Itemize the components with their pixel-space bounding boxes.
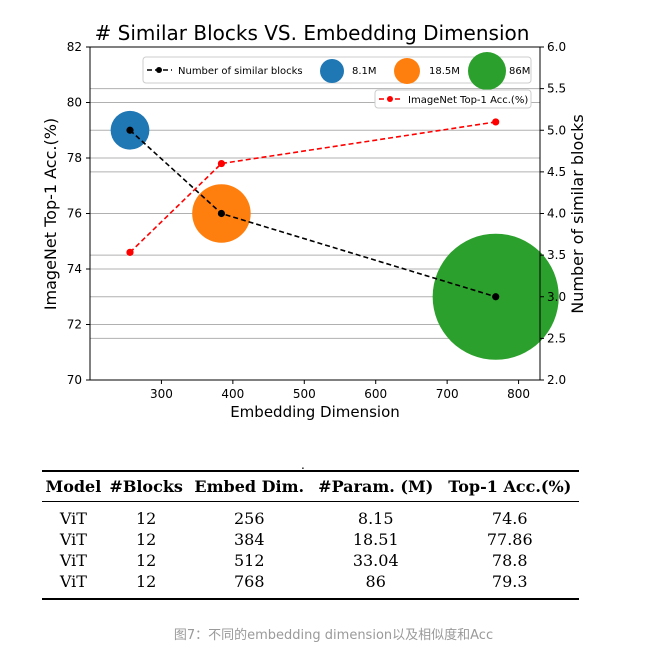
legend-bubble-label: 8.1M [352,66,377,77]
table-row: ViT 12 768 86 79.3 [42,571,579,599]
cell-blocks: 12 [135,572,157,591]
cell-params: 86 [365,572,386,591]
header-model: Model [45,477,102,496]
legend-box-acc [374,89,532,109]
y-left-tick-label: 74 [67,262,82,276]
legend-swatch-point [387,96,393,102]
y-right-tick-label: 4.5 [547,165,566,179]
header-embed-dim: Embed Dim. [194,477,305,496]
y-right-tick-label: 5.5 [547,82,566,96]
y-right-tick-label: 4.0 [547,207,566,221]
y-axis-left-label: ImageNet Top-1 Acc.(%) [41,118,60,310]
cell-embed-dim: 384 [233,530,265,549]
series-point-0 [217,209,226,218]
cell-top1-acc: 79.3 [491,572,528,591]
cell-embed-dim: 512 [233,551,265,570]
cell-blocks: 12 [135,509,157,528]
cell-params: 18.51 [352,530,399,549]
results-table: Model #Blocks Embed Dim. #Param. (M) Top… [42,470,579,600]
series-point-0 [126,126,134,134]
x-tick-label: 400 [221,387,244,401]
header-blocks: #Blocks [109,477,183,496]
y-left-tick-label: 70 [67,373,82,387]
cell-top1-acc: 74.6 [491,509,528,528]
y-left-tick-label: 80 [67,96,82,110]
series-point-0 [492,293,500,301]
header-top1-acc: Top-1 Acc.(%) [448,477,572,496]
cell-embed-dim: 768 [233,572,265,591]
y-right-tick-label: 3.5 [547,248,566,262]
cell-embed-dim: 256 [233,509,265,528]
x-tick-label: 500 [293,387,316,401]
legend-bubble-label: 18.5M [429,66,460,77]
table-row: ViT 12 512 33.04 78.8 [42,550,579,571]
chart-title: # Similar Blocks VS. Embedding Dimension [95,21,530,45]
x-tick-label: 600 [364,387,387,401]
x-axis-label: Embedding Dimension [230,403,400,421]
table-row: ViT 12 256 8.15 74.6 [42,502,579,530]
legend-bubble-8.1M [320,59,344,83]
cell-model: ViT [59,551,87,570]
y-right-tick-label: 2.5 [547,331,566,345]
x-tick-label: 300 [150,387,173,401]
series-point-1 [217,159,226,168]
y-left-tick-label: 82 [67,40,82,54]
chart: 300 400 500 600 700 800 70 72 74 76 78 80 82 2.0 2.5 3.… [41,21,587,421]
y-left-tick-label: 78 [67,151,82,165]
figure-caption: 图7：不同的embedding dimension以及相似度和Acc [173,628,494,643]
legend-label: Number of similar blocks [178,66,303,77]
y-right-tick-label: 2.0 [547,373,566,387]
legend-bubble-86M [468,52,506,90]
y-right-tick-label: 6.0 [547,40,566,54]
x-tick-label: 800 [507,387,530,401]
series-line-1 [129,121,496,253]
series-point-1 [126,248,134,256]
series-point-1 [492,118,500,126]
legend-bubble-18.5M [394,58,420,84]
header-params: #Param. (M) [318,477,434,496]
cell-top1-acc: 78.8 [491,551,528,570]
table-row: ViT 12 384 18.51 77.86 [42,529,579,550]
cell-blocks: 12 [135,551,157,570]
y-left-tick-label: 76 [67,207,82,221]
table-header-row: Model #Blocks Embed Dim. #Param. (M) Top… [42,471,579,502]
cell-blocks: 12 [135,530,157,549]
x-tick-label: 700 [436,387,459,401]
legend-bubble-label: 86M [509,66,530,77]
cell-top1-acc: 77.86 [486,530,533,549]
cell-model: ViT [59,530,87,549]
cell-model: ViT [59,572,87,591]
y-right-tick-label: 3.0 [547,290,566,304]
y-left-tick-label: 72 [67,318,82,332]
separator-mark: . [301,458,305,472]
cell-params: 8.15 [357,509,394,528]
legend-label: ImageNet Top-1 Acc.(%) [408,95,528,106]
legend-swatch-point [156,67,162,73]
y-axis-right-label: Number of similar blocks [568,114,587,313]
cell-model: ViT [59,509,87,528]
results-table-wrap: Model #Blocks Embed Dim. #Param. (M) Top… [42,470,579,600]
y-right-tick-label: 5.0 [547,123,566,137]
cell-params: 33.04 [352,551,399,570]
